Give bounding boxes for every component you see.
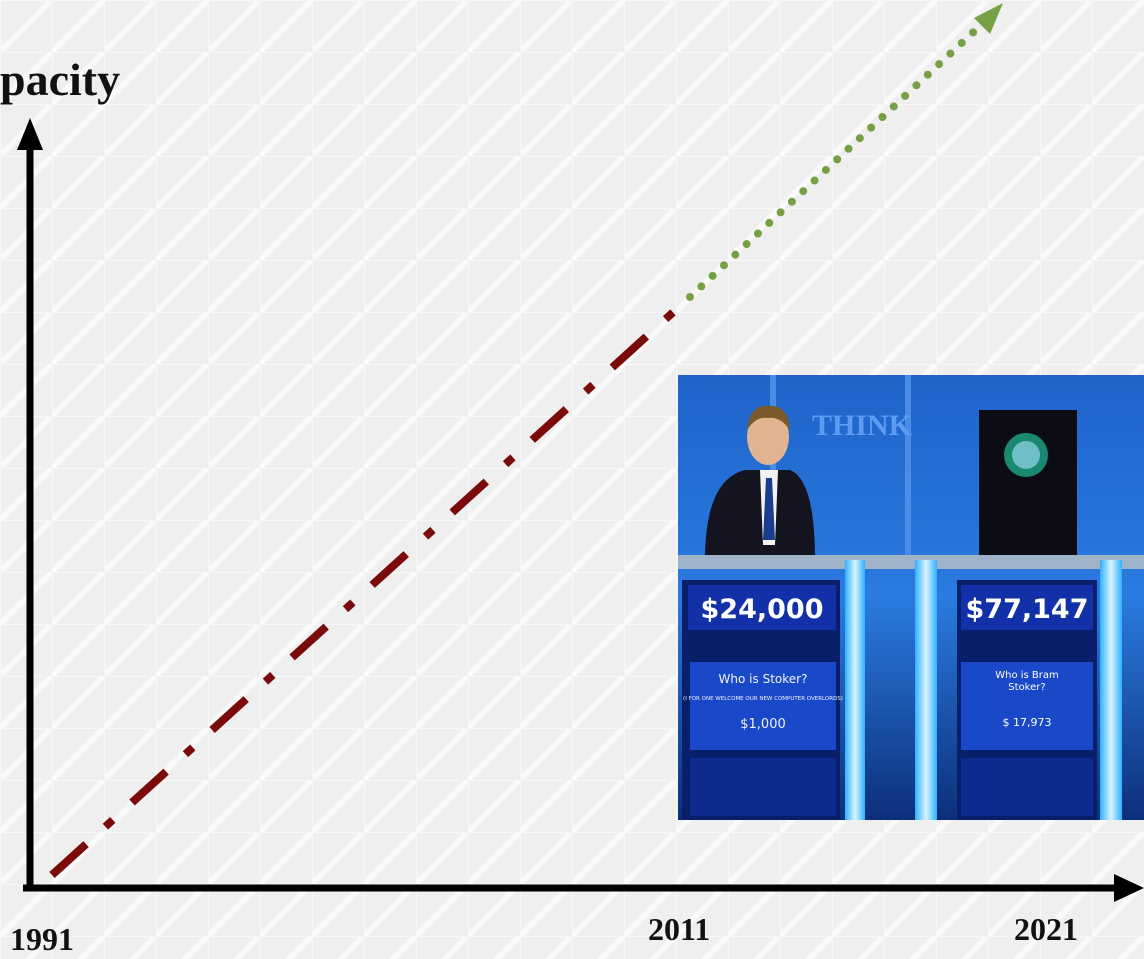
x-label: 1991 — [10, 921, 74, 957]
photo: THINK $24,000 $77,147 Who is Stoker? (I … — [678, 375, 1144, 820]
x-label: 2011 — [648, 911, 710, 947]
hair — [747, 405, 790, 430]
score-panel — [961, 585, 1093, 630]
backdrop-text: THINK — [812, 409, 913, 442]
person — [705, 470, 815, 560]
pillar — [915, 560, 937, 820]
projection-arrow — [974, 3, 1003, 34]
answer-panel — [690, 662, 836, 750]
note: (I FOR ONE WELCOME OUR NEW COMPUTER OVER… — [683, 696, 843, 702]
face — [747, 409, 789, 465]
lower-panel — [690, 758, 836, 816]
score: $24,000 — [701, 594, 824, 625]
avatar-screen — [979, 410, 1077, 555]
projection-line — [686, 20, 986, 301]
answer: Who is Stoker? — [719, 672, 808, 686]
axis-label: pacity — [0, 54, 120, 105]
wager: $1,000 — [740, 717, 786, 732]
score: $77,147 — [966, 594, 1089, 625]
answer: Who is Bram Stoker? — [995, 670, 1059, 693]
y-axis-arrow — [17, 118, 43, 150]
tie — [763, 478, 775, 540]
answer-box: Who is Bram Stoker? — [995, 670, 1059, 693]
panel-edge — [770, 375, 776, 555]
answer-panel — [961, 662, 1093, 750]
x-label: 2021 — [1014, 911, 1078, 947]
x-axis-arrow — [1114, 874, 1144, 902]
trend-line — [49, 294, 693, 878]
score-panel — [688, 585, 836, 630]
panel-edge — [905, 375, 911, 555]
pillar — [845, 560, 865, 820]
desk-top — [678, 555, 1144, 569]
lower-panel — [961, 758, 1093, 816]
pillar — [1100, 560, 1122, 820]
avatar-core — [1012, 441, 1040, 469]
wager: $ 17,973 — [1003, 716, 1052, 729]
